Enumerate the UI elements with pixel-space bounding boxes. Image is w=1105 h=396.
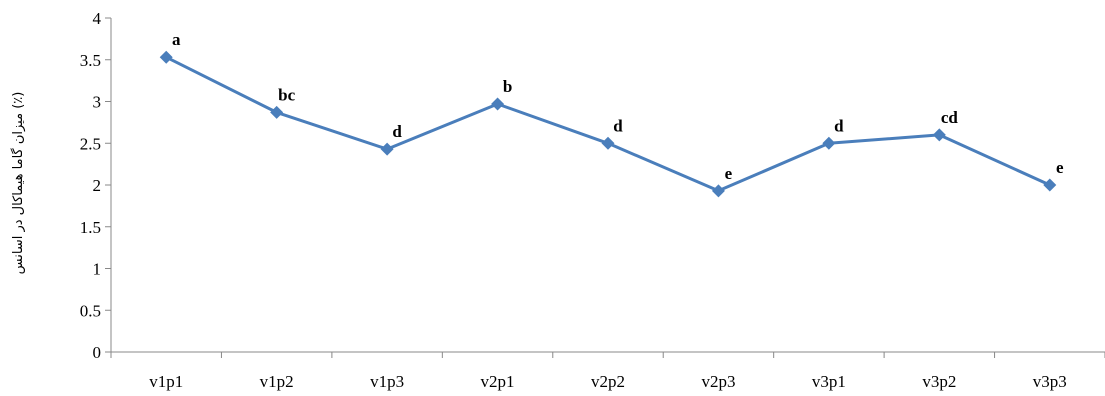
data-points — [159, 50, 1057, 198]
y-tick-label: 4 — [93, 9, 102, 28]
x-tick-label: v2p1 — [481, 372, 515, 391]
series-line — [165, 55, 1051, 193]
y-tick-label: 0 — [93, 343, 102, 362]
x-tick-label: v3p1 — [812, 372, 846, 391]
data-point-v2p1 — [491, 97, 505, 111]
x-tick-label: v1p1 — [149, 372, 183, 391]
x-axis-ticks: v1p1 v1p2 v1p3 v2p1 v2p2 v2p3 v3p1 v3p2 v3p3 — [110, 352, 1105, 391]
x-tick-label: v2p3 — [701, 372, 735, 391]
data-label-v1p2: bc — [278, 85, 295, 104]
y-tick-label: 2.5 — [80, 134, 101, 153]
y-axis-label: میزان گاما هیماکال در اسانس (٪) — [10, 92, 26, 275]
y-tick-label: 2 — [93, 176, 102, 195]
data-point-v1p1 — [159, 50, 173, 64]
data-label-v2p2: d — [613, 116, 623, 135]
y-tick-label: 1 — [93, 260, 102, 279]
y-tick-label: 3 — [93, 93, 102, 112]
data-label-v3p1: d — [834, 116, 844, 135]
y-tick-label: 3.5 — [80, 51, 101, 70]
data-label-v1p3: d — [392, 122, 402, 141]
x-tick-label: v3p3 — [1033, 372, 1067, 391]
data-point-v3p2 — [932, 128, 946, 142]
y-axis-ticks: 0 0.5 1 1.5 2 2.5 3 3.5 4 — [80, 9, 111, 362]
data-point-v3p1 — [822, 136, 836, 150]
data-label-v2p3: e — [725, 164, 733, 183]
x-tick-label: v2p2 — [591, 372, 625, 391]
data-label-v1p1: a — [172, 30, 181, 49]
data-point-v1p3 — [380, 142, 394, 156]
data-label-v3p3: e — [1056, 158, 1064, 177]
x-tick-label: v1p2 — [260, 372, 294, 391]
y-tick-label: 0.5 — [80, 301, 101, 320]
data-point-v2p2 — [601, 136, 615, 150]
data-point-v3p3 — [1043, 178, 1057, 192]
x-tick-label: v1p3 — [370, 372, 404, 391]
data-labels: a bc d b d e d cd e — [172, 30, 1064, 183]
data-point-v1p2 — [270, 105, 284, 119]
data-label-v2p1: b — [503, 77, 512, 96]
y-tick-label: 1.5 — [80, 218, 101, 237]
data-point-v2p3 — [711, 184, 725, 198]
data-label-v3p2: cd — [941, 108, 959, 127]
x-tick-label: v3p2 — [922, 372, 956, 391]
